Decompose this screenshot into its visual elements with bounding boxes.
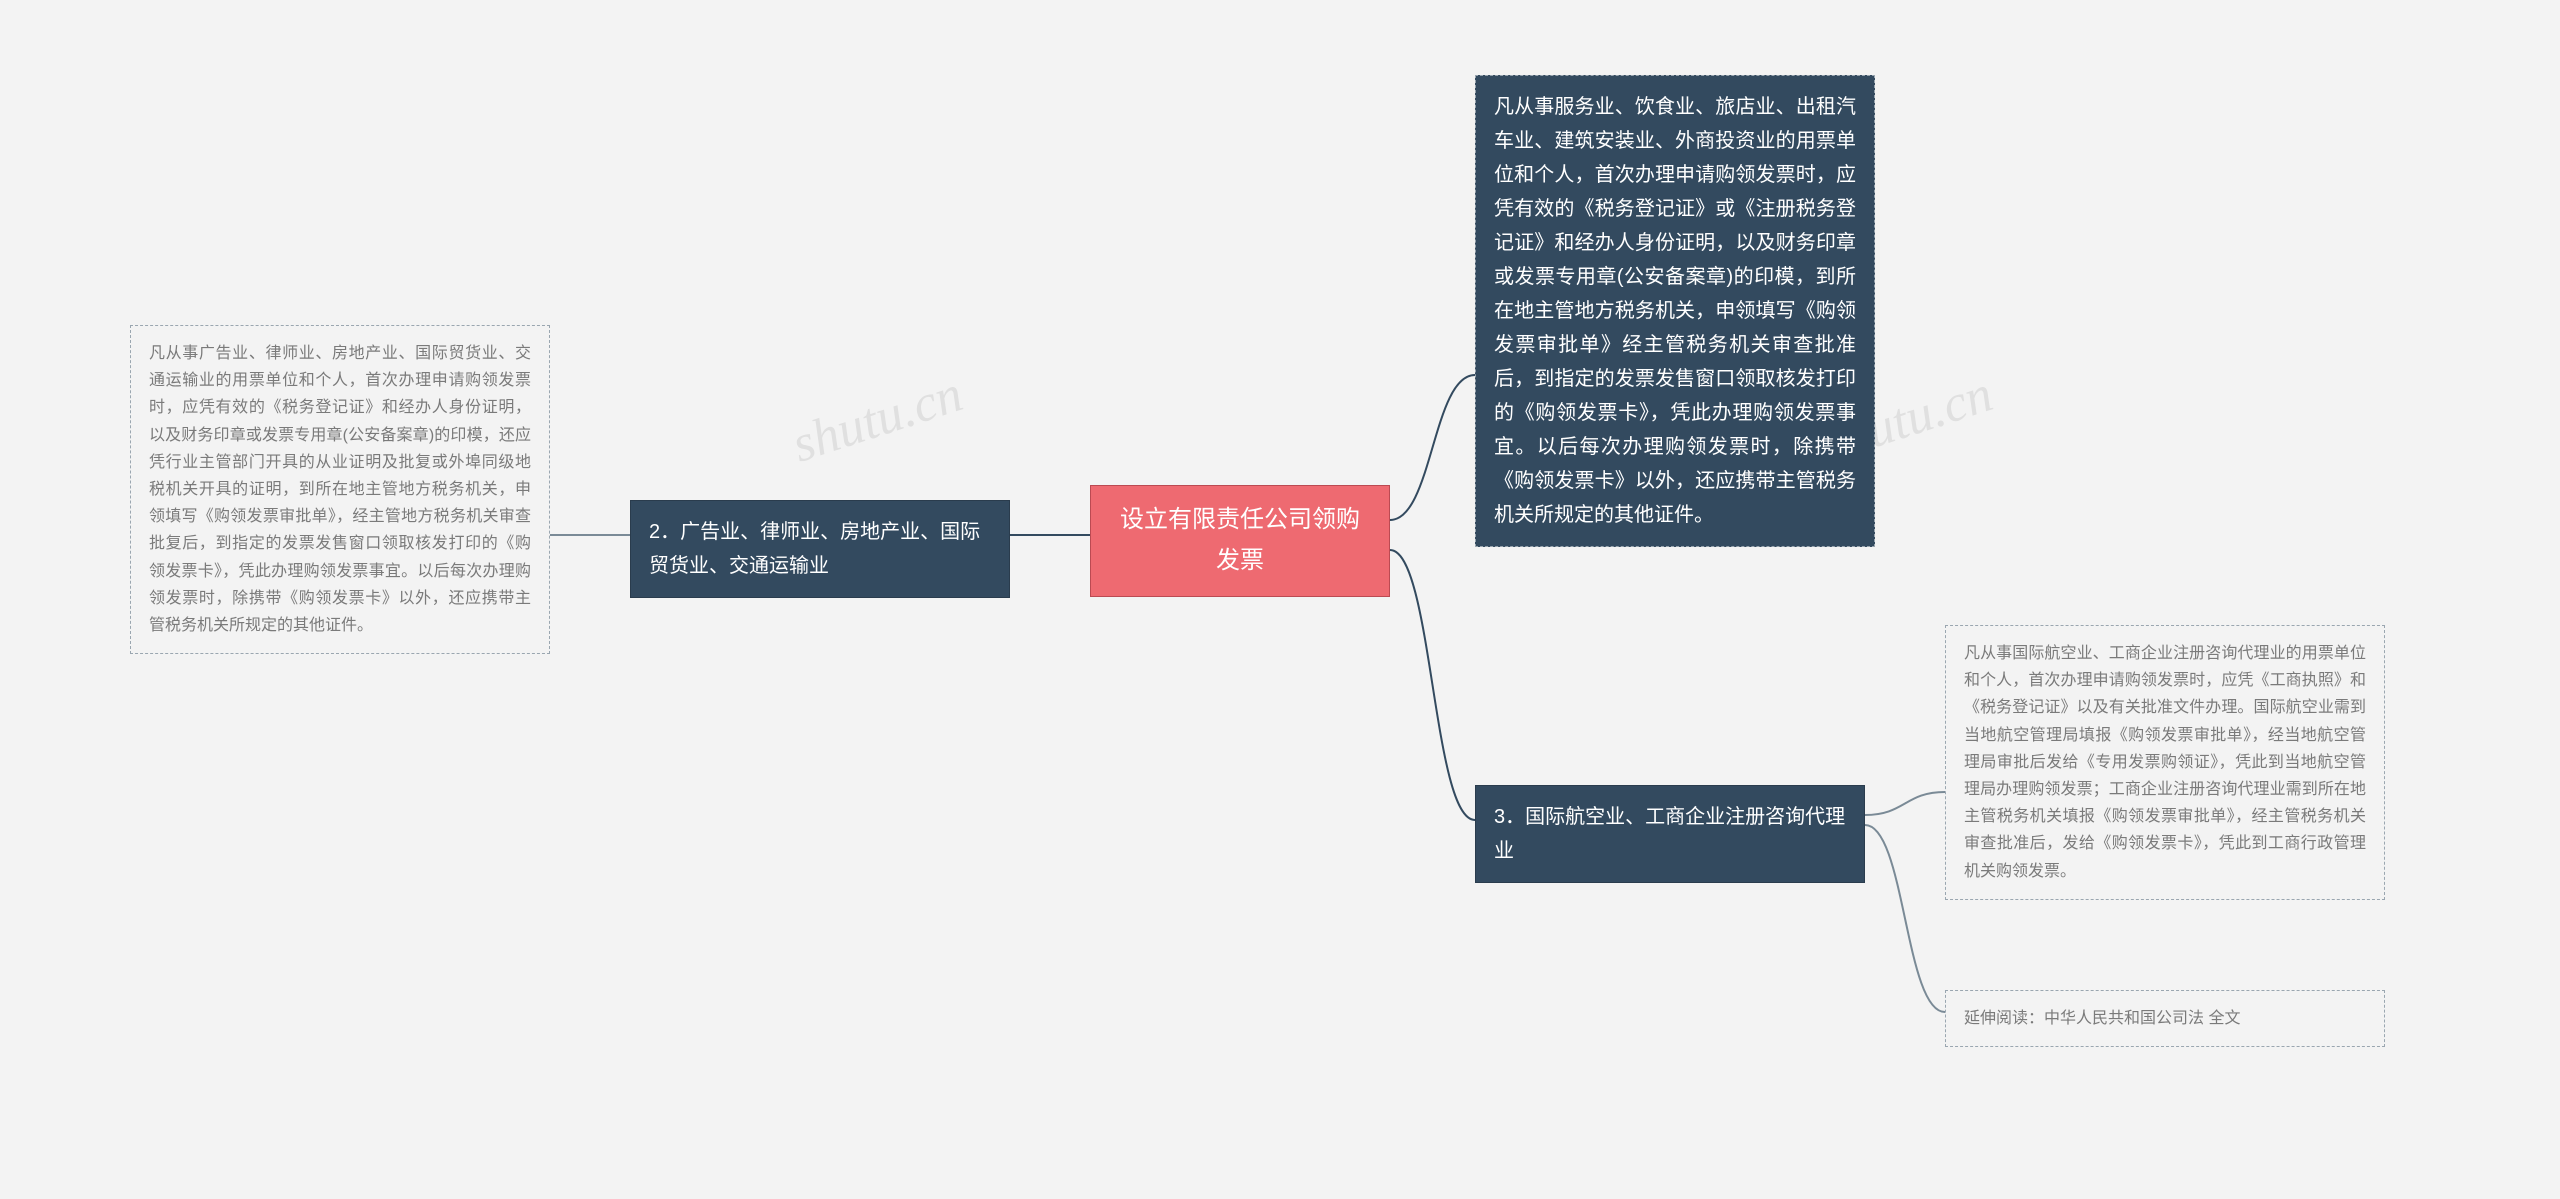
detail-3a-text: 凡从事国际航空业、工商企业注册咨询代理业的用票单位和个人，首次办理申请购领发票时… bbox=[1964, 645, 2366, 880]
branch-2: 2．广告业、律师业、房地产业、国际贸货业、交通运输业 bbox=[630, 500, 1010, 598]
center-text: 设立有限责任公司领购发票 bbox=[1120, 506, 1360, 574]
branch-3: 3．国际航空业、工商企业注册咨询代理业 bbox=[1475, 785, 1865, 883]
branch-3-text: 3．国际航空业、工商企业注册咨询代理业 bbox=[1494, 806, 1845, 862]
detail-1: 凡从事服务业、饮食业、旅店业、出租汽车业、建筑安装业、外商投资业的用票单位和个人… bbox=[1475, 75, 1875, 547]
branch-2-text: 2．广告业、律师业、房地产业、国际贸货业、交通运输业 bbox=[649, 521, 980, 577]
detail-left: 凡从事广告业、律师业、房地产业、国际贸货业、交通运输业的用票单位和个人，首次办理… bbox=[130, 325, 550, 654]
detail-3b-text: 延伸阅读：中华人民共和国公司法 全文 bbox=[1964, 1010, 2240, 1027]
watermark-1: shutu.cn bbox=[785, 364, 969, 474]
detail-3a: 凡从事国际航空业、工商企业注册咨询代理业的用票单位和个人，首次办理申请购领发票时… bbox=[1945, 625, 2385, 900]
detail-left-text: 凡从事广告业、律师业、房地产业、国际贸货业、交通运输业的用票单位和个人，首次办理… bbox=[149, 345, 531, 634]
detail-1-text: 凡从事服务业、饮食业、旅店业、出租汽车业、建筑安装业、外商投资业的用票单位和个人… bbox=[1494, 96, 1856, 526]
center-node: 设立有限责任公司领购发票 bbox=[1090, 485, 1390, 597]
detail-3b: 延伸阅读：中华人民共和国公司法 全文 bbox=[1945, 990, 2385, 1047]
